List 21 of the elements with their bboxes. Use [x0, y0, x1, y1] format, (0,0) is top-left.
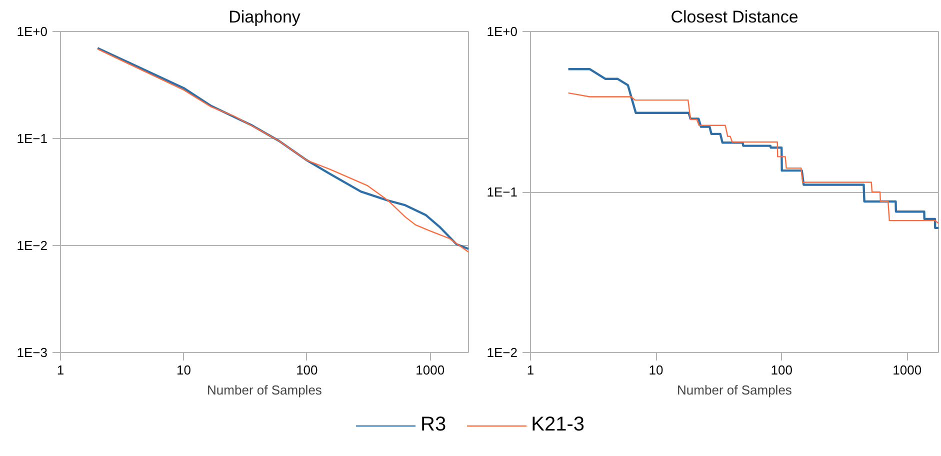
x-tick-label: 1000	[892, 362, 922, 378]
y-tick-label: 1E−2	[486, 345, 518, 360]
x-axis-title: Number of Samples	[207, 382, 322, 398]
x-tick-label: 100	[296, 362, 318, 378]
y-tick-label: 1E+0	[16, 24, 48, 39]
x-tick-label: 1	[526, 362, 534, 378]
y-tick-label: 1E−1	[16, 131, 48, 146]
x-tick-label: 10	[176, 362, 191, 378]
chart-title: Closest Distance	[670, 8, 798, 26]
y-tick-label: 1E−1	[486, 184, 518, 200]
y-tick-label: 1E+0	[486, 24, 518, 39]
x-axis-title: Number of Samples	[677, 382, 792, 398]
y-tick-label: 1E−2	[16, 238, 48, 253]
x-tick-label: 100	[770, 362, 792, 378]
chart-title: Diaphony	[228, 8, 301, 26]
legend-label: R3	[420, 414, 446, 436]
x-tick-label: 10	[648, 362, 664, 378]
legend-label: K21-3	[531, 414, 584, 436]
x-tick-label: 1	[56, 362, 64, 378]
y-tick-label: 1E−3	[16, 345, 48, 360]
x-tick-label: 1000	[416, 362, 445, 378]
